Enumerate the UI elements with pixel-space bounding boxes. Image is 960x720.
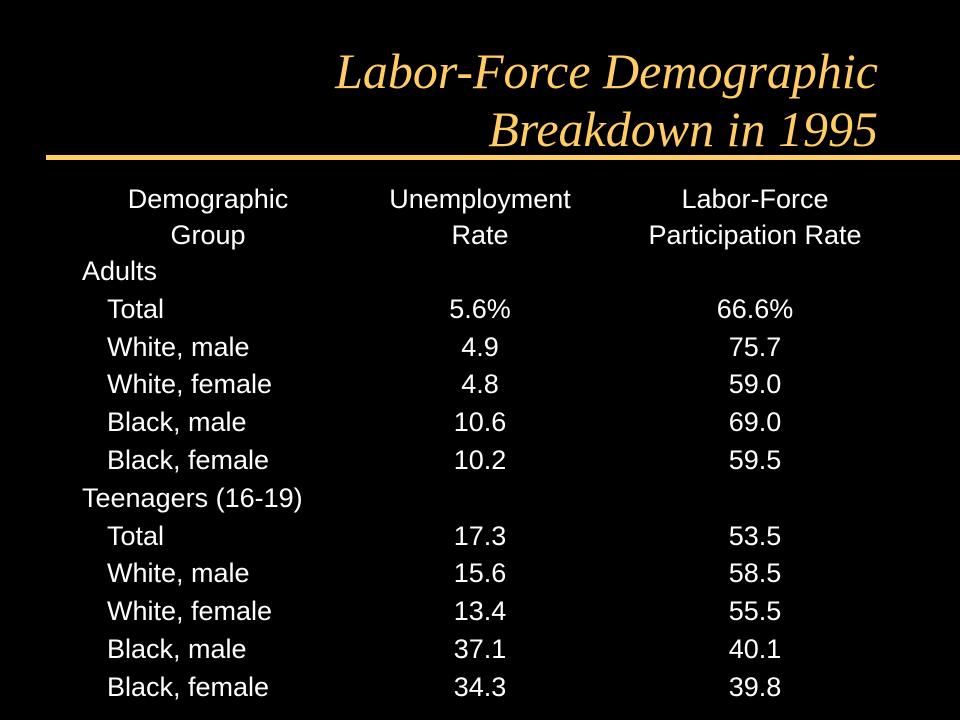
participation-rate-value: 69.0	[728, 407, 782, 438]
column-header-participation-rate-line-2: Participation Rate	[648, 220, 862, 250]
row-label: White, male	[107, 331, 250, 362]
column-header-demographic-group: Demographic Group	[88, 181, 328, 253]
table-body: Adults Total 5.6% 66.6% White, male 4.9 75.7 Wh…	[0, 253, 960, 707]
participation-rate-value: 66.6%	[716, 293, 794, 324]
slide-title-line-1: Labor-Force Demographic	[335, 43, 878, 99]
table-row: White, male 15.6 58.5	[0, 555, 960, 593]
unemployment-rate-value: 13.4	[453, 596, 507, 627]
row-label: White, female	[107, 596, 273, 627]
row-label: Black, female	[107, 671, 270, 702]
table-row: Black, male 37.1 40.1	[0, 631, 960, 669]
column-header-participation-rate-line-1: Labor-Force	[681, 184, 829, 214]
row-label: Adults	[82, 256, 158, 286]
table-row: Black, female 10.2 59.5	[0, 442, 960, 480]
row-label: Teenagers (16-19)	[82, 482, 303, 513]
table-section-row: Teenagers (16-19)	[0, 480, 960, 518]
table-row: Total 5.6% 66.6%	[0, 291, 960, 329]
unemployment-rate-value: 15.6	[453, 558, 507, 589]
participation-rate-value: 53.5	[728, 520, 782, 551]
unemployment-rate-value: 10.2	[453, 444, 507, 475]
unemployment-rate-value: 10.6	[453, 407, 507, 438]
title-underline-rule	[46, 155, 960, 160]
slide-title: Labor-Force Demographic Breakdown in 199…	[335, 42, 878, 158]
unemployment-rate-value: 4.9	[461, 331, 499, 362]
participation-rate-value: 59.0	[728, 369, 782, 400]
unemployment-rate-value: 37.1	[453, 633, 507, 664]
participation-rate-value: 59.5	[728, 444, 782, 475]
table-section-row: Adults	[0, 253, 960, 291]
row-label: Total	[107, 520, 165, 551]
row-label: Black, female	[107, 444, 270, 475]
participation-rate-value: 39.8	[728, 671, 782, 702]
column-header-demographic-group-line-1: Demographic	[127, 184, 289, 214]
table-row: White, female 13.4 55.5	[0, 593, 960, 631]
unemployment-rate-value: 17.3	[453, 520, 507, 551]
participation-rate-value: 40.1	[728, 633, 782, 664]
table-row: White, female 4.8 59.0	[0, 366, 960, 404]
participation-rate-value: 55.5	[728, 596, 782, 627]
participation-rate-value: 75.7	[728, 331, 782, 362]
column-header-unemployment-rate: Unemployment Rate	[360, 181, 600, 253]
unemployment-rate-value: 5.6%	[449, 293, 511, 324]
unemployment-rate-value: 34.3	[453, 671, 507, 702]
row-label: White, female	[107, 369, 273, 400]
row-label: Black, male	[107, 407, 247, 438]
table-row: White, male 4.9 75.7	[0, 329, 960, 367]
participation-rate-value: 58.5	[728, 558, 782, 589]
row-label: Black, male	[107, 633, 247, 664]
table-row: Black, male 10.6 69.0	[0, 404, 960, 442]
slide-title-line-2: Breakdown in 1995	[488, 101, 878, 157]
table-row: Total 17.3 53.5	[0, 518, 960, 556]
row-label: Total	[107, 293, 165, 324]
column-header-unemployment-rate-line-1: Unemployment	[389, 184, 571, 214]
table-row: Black, female 34.3 39.8	[0, 669, 960, 707]
column-header-participation-rate: Labor-Force Participation Rate	[620, 181, 890, 253]
row-label: White, male	[107, 558, 250, 589]
column-header-demographic-group-line-2: Group	[170, 220, 246, 250]
unemployment-rate-value: 4.8	[461, 369, 499, 400]
column-header-unemployment-rate-line-2: Rate	[451, 220, 509, 250]
